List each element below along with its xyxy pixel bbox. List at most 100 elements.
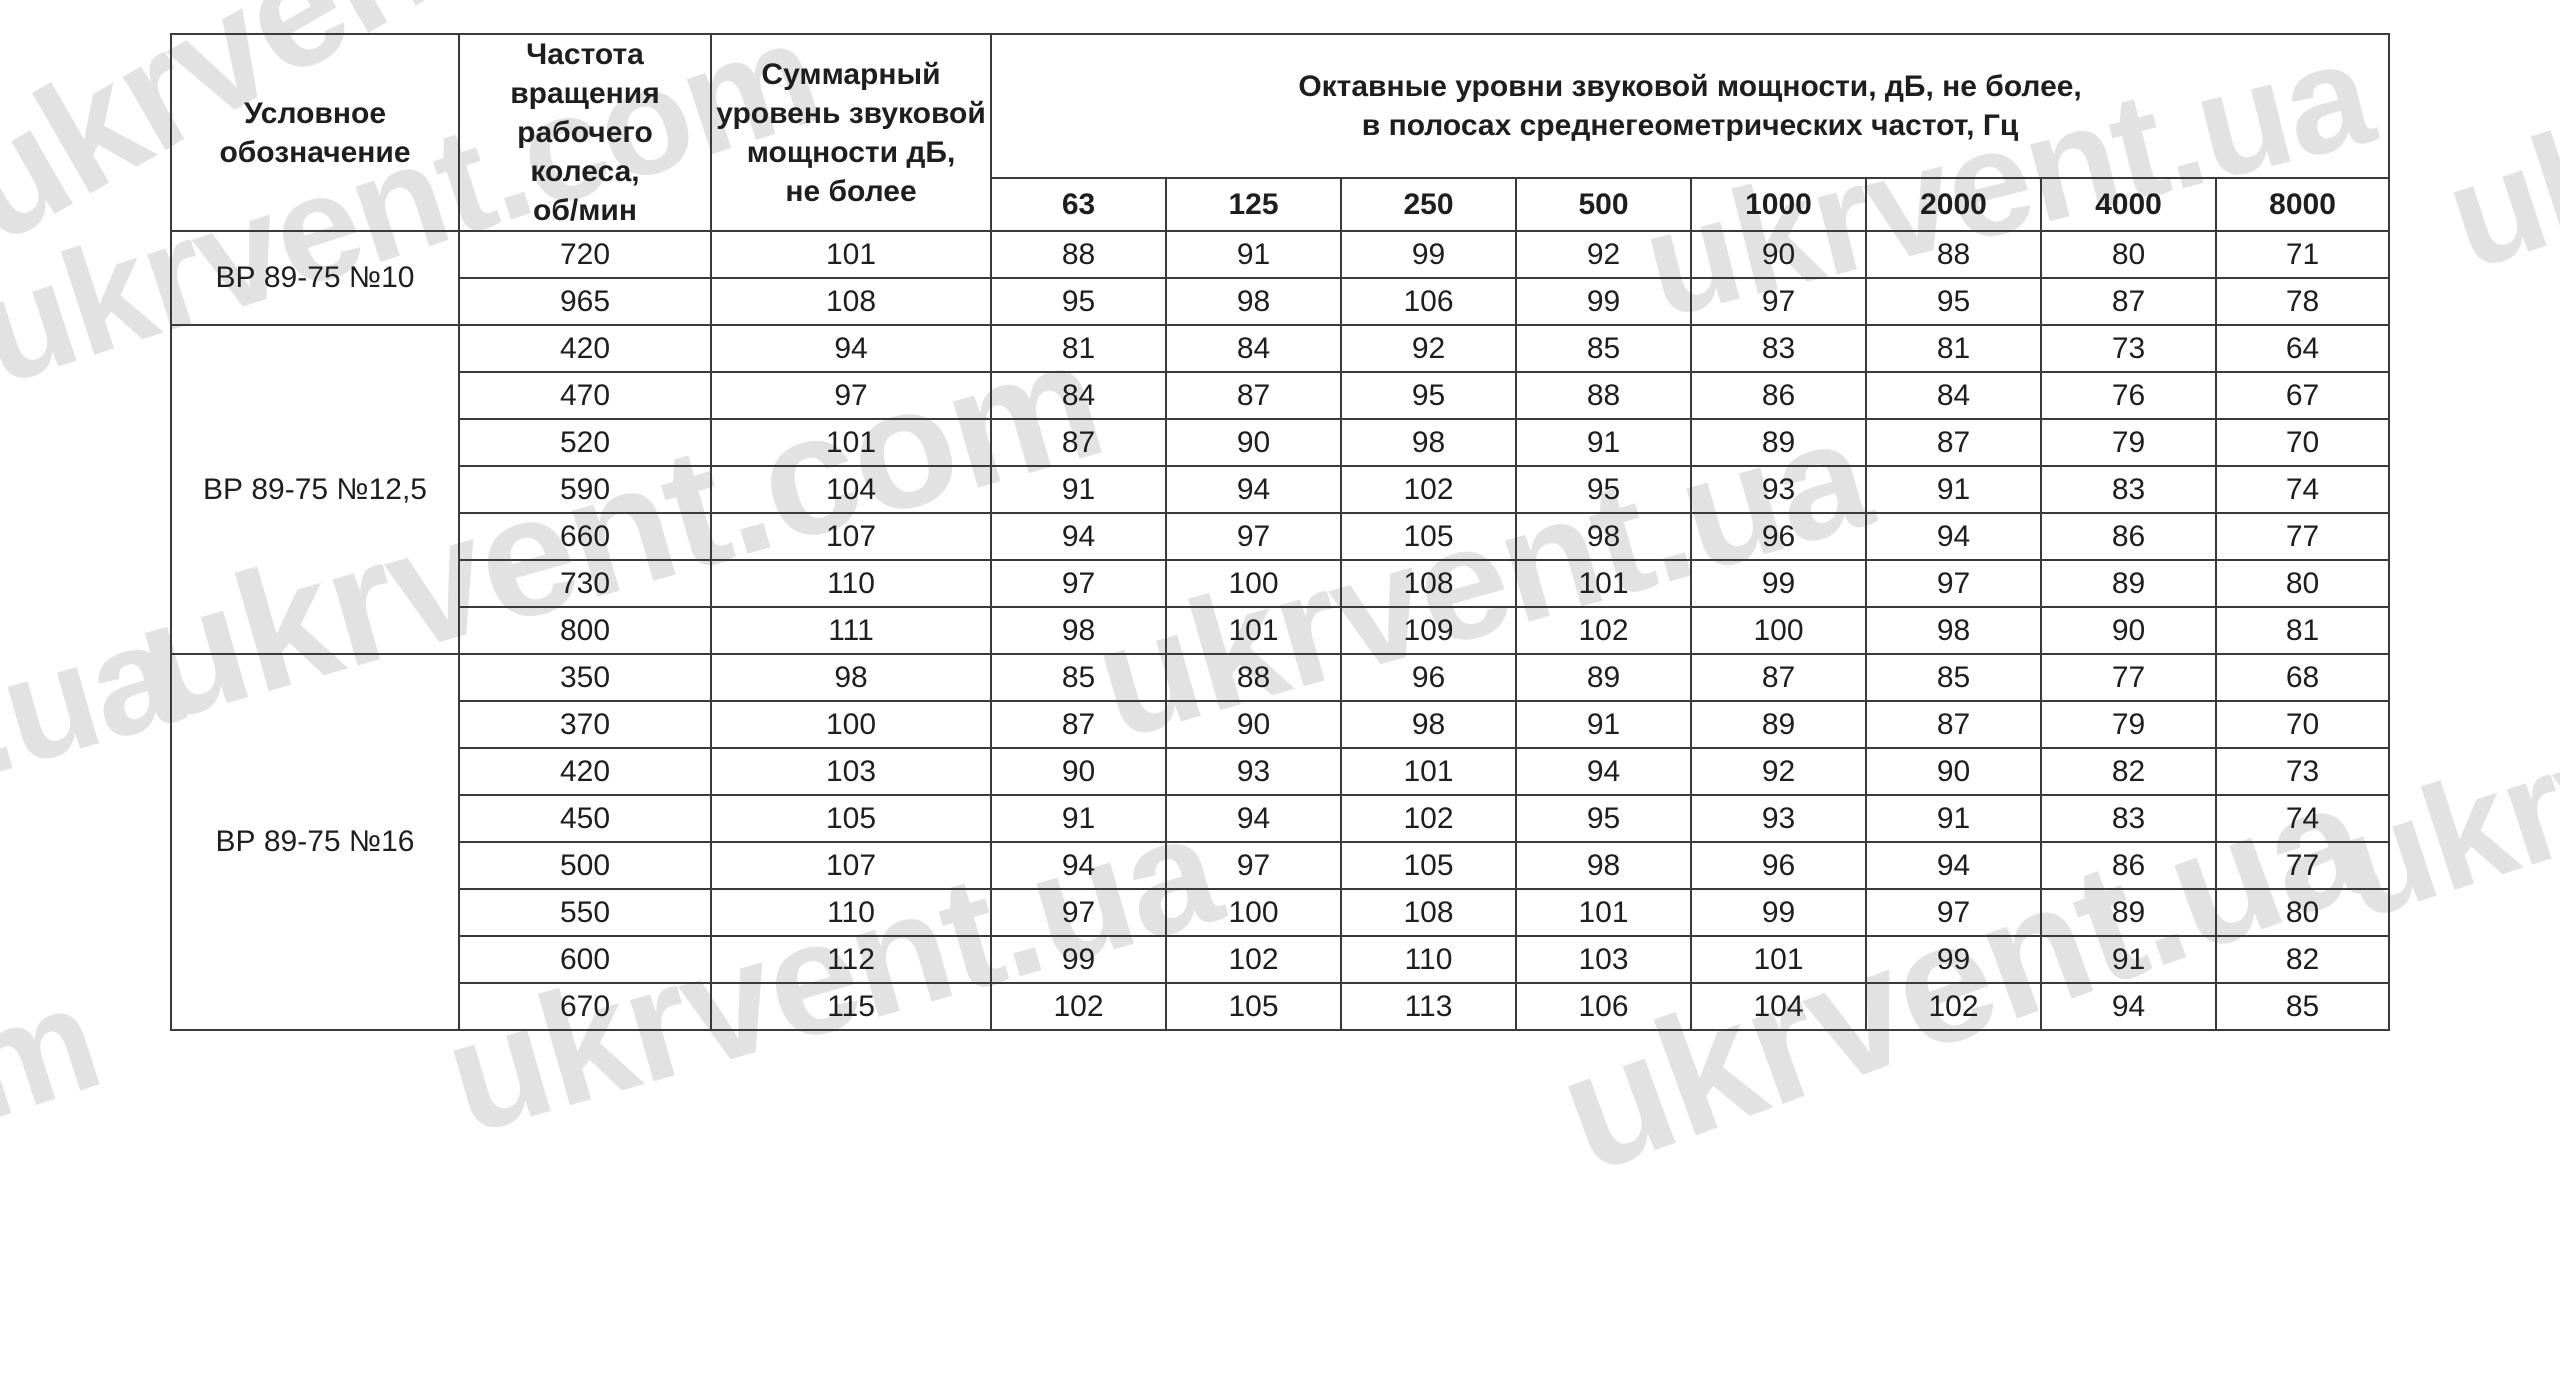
octave-level-cell: 106 [1515, 982, 1692, 1031]
rpm-cell: 670 [458, 982, 712, 1031]
octave-level-cell: 91 [1865, 794, 2042, 843]
fan-model-label: ВР 89-75 №16 [170, 653, 460, 1031]
octave-level-cell: 80 [2214, 888, 2391, 937]
rpm-cell: 550 [458, 888, 712, 937]
octave-level-cell: 84 [1165, 324, 1342, 373]
rpm-cell: 965 [458, 277, 712, 326]
octave-level-cell: 101 [1515, 888, 1692, 937]
octave-level-cell: 87 [1690, 653, 1867, 702]
octave-level-cell: 95 [1340, 371, 1517, 420]
octave-level-cell: 81 [1865, 324, 2042, 373]
octave-level-cell: 87 [990, 700, 1167, 749]
octave-level-cell: 89 [1515, 653, 1692, 702]
octave-level-cell: 81 [990, 324, 1167, 373]
octave-level-cell: 77 [2040, 653, 2217, 702]
octave-level-cell: 82 [2040, 747, 2217, 796]
total-level-cell: 104 [710, 465, 992, 514]
octave-level-cell: 98 [1515, 841, 1692, 890]
octave-level-cell: 97 [990, 888, 1167, 937]
rpm-cell: 660 [458, 512, 712, 561]
octave-level-cell: 74 [2214, 465, 2391, 514]
octave-level-cell: 103 [1515, 935, 1692, 984]
header-rpm: Частота вращения рабочего колеса, об/мин [458, 33, 712, 232]
octave-level-cell: 95 [1515, 465, 1692, 514]
octave-level-cell: 102 [990, 982, 1167, 1031]
octave-level-cell: 87 [2040, 277, 2217, 326]
octave-level-cell: 83 [2040, 465, 2217, 514]
table-row: 730 110 97 100 108 101 99 97 89 80 [171, 559, 2391, 608]
table-row: 965 108 95 98 106 99 97 95 87 78 [171, 277, 2391, 326]
octave-level-cell: 102 [1165, 935, 1342, 984]
octave-level-cell: 85 [2214, 982, 2391, 1031]
octave-level-cell: 105 [1340, 512, 1517, 561]
octave-level-cell: 94 [1865, 841, 2042, 890]
octave-level-cell: 96 [1340, 653, 1517, 702]
octave-level-cell: 77 [2214, 841, 2391, 890]
octave-level-cell: 91 [1865, 465, 2042, 514]
octave-level-cell: 91 [2040, 935, 2217, 984]
octave-level-cell: 89 [2040, 559, 2217, 608]
octave-level-cell: 101 [1690, 935, 1867, 984]
octave-level-cell: 92 [1515, 230, 1692, 279]
rpm-cell: 420 [458, 747, 712, 796]
header-freq-4000: 4000 [2040, 176, 2217, 233]
octave-level-cell: 91 [990, 794, 1167, 843]
total-level-cell: 97 [710, 371, 992, 420]
octave-level-cell: 105 [1165, 982, 1342, 1031]
octave-level-cell: 70 [2214, 700, 2391, 749]
octave-level-cell: 85 [1515, 324, 1692, 373]
total-level-cell: 103 [710, 747, 992, 796]
octave-level-cell: 99 [990, 935, 1167, 984]
octave-level-cell: 99 [1340, 230, 1517, 279]
octave-level-cell: 85 [1865, 653, 2042, 702]
octave-level-cell: 101 [1515, 559, 1692, 608]
octave-level-cell: 113 [1340, 982, 1517, 1031]
octave-level-cell: 100 [1165, 559, 1342, 608]
octave-level-cell: 77 [2214, 512, 2391, 561]
octave-level-cell: 64 [2214, 324, 2391, 373]
octave-level-cell: 89 [1690, 418, 1867, 467]
table-row: 500 107 94 97 105 98 96 94 86 77 [171, 841, 2391, 890]
rpm-cell: 370 [458, 700, 712, 749]
octave-level-cell: 90 [1165, 700, 1342, 749]
total-level-cell: 101 [710, 230, 992, 279]
octave-level-cell: 102 [1865, 982, 2042, 1031]
fan-model-label: ВР 89-75 №10 [170, 230, 460, 326]
total-level-cell: 108 [710, 277, 992, 326]
rpm-cell: 450 [458, 794, 712, 843]
rpm-cell: 800 [458, 606, 712, 655]
octave-level-cell: 97 [1865, 559, 2042, 608]
total-level-cell: 107 [710, 512, 992, 561]
octave-level-cell: 96 [1690, 841, 1867, 890]
fan-model-label: ВР 89-75 №12,5 [170, 324, 460, 655]
table-row: 600 112 99 102 110 103 101 99 91 82 [171, 935, 2391, 984]
octave-level-cell: 109 [1340, 606, 1517, 655]
total-level-cell: 105 [710, 794, 992, 843]
octave-level-cell: 67 [2214, 371, 2391, 420]
octave-level-cell: 90 [1690, 230, 1867, 279]
sound-power-table: Условное обозначение Частота вращения ра… [170, 33, 2391, 1031]
octave-level-cell: 88 [1865, 230, 2042, 279]
octave-level-cell: 93 [1690, 794, 1867, 843]
octave-level-cell: 97 [1865, 888, 2042, 937]
octave-level-cell: 98 [990, 606, 1167, 655]
octave-level-cell: 100 [1165, 888, 1342, 937]
octave-level-cell: 99 [1515, 277, 1692, 326]
octave-level-cell: 95 [1515, 794, 1692, 843]
octave-level-cell: 99 [1690, 888, 1867, 937]
total-level-cell: 110 [710, 888, 992, 937]
octave-level-cell: 87 [990, 418, 1167, 467]
table-row: 520 101 87 90 98 91 89 87 79 70 [171, 418, 2391, 467]
octave-level-cell: 110 [1340, 935, 1517, 984]
table-row: 590 104 91 94 102 95 93 91 83 74 [171, 465, 2391, 514]
octave-level-cell: 98 [1340, 700, 1517, 749]
octave-level-cell: 81 [2214, 606, 2391, 655]
rpm-cell: 520 [458, 418, 712, 467]
table-row: 450 105 91 94 102 95 93 91 83 74 [171, 794, 2391, 843]
octave-level-cell: 98 [1515, 512, 1692, 561]
octave-level-cell: 87 [1865, 700, 2042, 749]
rpm-cell: 600 [458, 935, 712, 984]
octave-level-cell: 94 [2040, 982, 2217, 1031]
header-freq-125: 125 [1165, 176, 1342, 233]
watermark-text: ukrvent.com [0, 952, 117, 1381]
